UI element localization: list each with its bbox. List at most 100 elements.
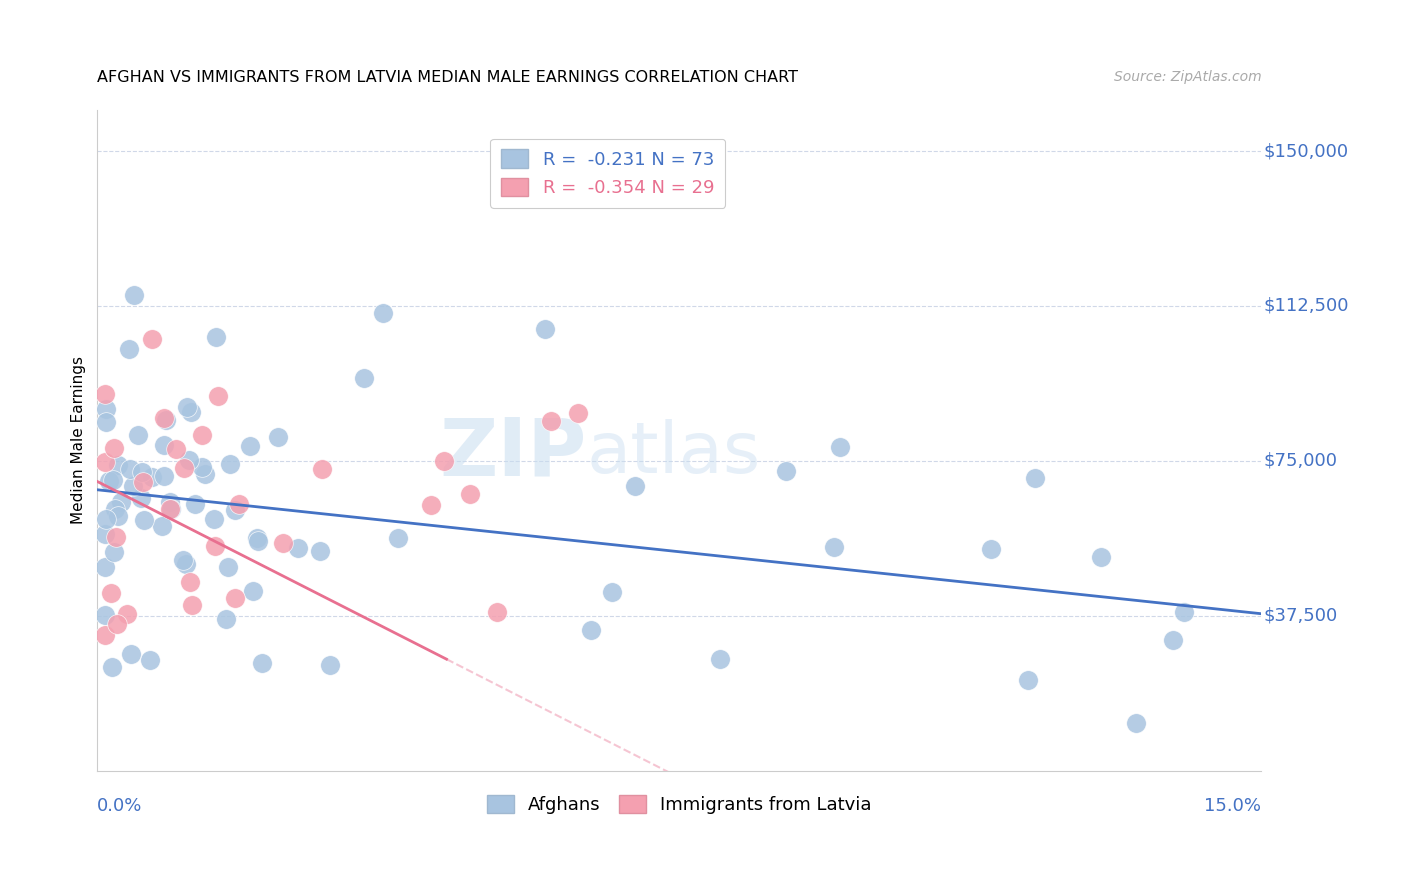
Point bbox=[709, 651, 731, 665]
Point bbox=[1024, 470, 1046, 484]
Point bbox=[1090, 550, 1112, 565]
Point bbox=[1125, 716, 1147, 731]
Point bbox=[150, 519, 173, 533]
Point bbox=[94, 454, 117, 468]
Point bbox=[980, 542, 1002, 557]
Y-axis label: Median Male Earnings: Median Male Earnings bbox=[72, 356, 86, 524]
Point bbox=[319, 658, 342, 673]
Point bbox=[153, 469, 176, 483]
Point bbox=[267, 430, 290, 444]
Point bbox=[1161, 633, 1184, 648]
Point bbox=[139, 653, 162, 667]
Point bbox=[101, 473, 124, 487]
Point bbox=[246, 534, 269, 549]
Point bbox=[207, 389, 229, 403]
Point bbox=[94, 401, 117, 416]
Point bbox=[1017, 673, 1039, 688]
Point bbox=[191, 427, 214, 442]
Point bbox=[97, 474, 120, 488]
Point bbox=[153, 411, 176, 425]
Text: Source: ZipAtlas.com: Source: ZipAtlas.com bbox=[1114, 70, 1261, 84]
Point bbox=[141, 332, 163, 346]
Point bbox=[118, 342, 141, 356]
Point bbox=[184, 497, 207, 511]
Point bbox=[132, 513, 155, 527]
Point bbox=[127, 428, 149, 442]
Point bbox=[533, 322, 555, 336]
Point bbox=[94, 559, 117, 574]
Text: 0.0%: 0.0% bbox=[97, 797, 143, 815]
Text: $75,000: $75,000 bbox=[1264, 452, 1337, 470]
Point bbox=[224, 502, 246, 516]
Point bbox=[228, 497, 250, 511]
Point bbox=[460, 487, 482, 501]
Point bbox=[94, 387, 117, 401]
Point bbox=[107, 509, 129, 524]
Point bbox=[202, 512, 225, 526]
Point bbox=[122, 479, 145, 493]
Point bbox=[194, 467, 217, 481]
Text: ZIP: ZIP bbox=[439, 415, 586, 492]
Point bbox=[177, 452, 200, 467]
Point bbox=[110, 495, 132, 509]
Point bbox=[239, 439, 262, 453]
Point bbox=[122, 287, 145, 301]
Point bbox=[94, 608, 117, 623]
Point bbox=[217, 560, 239, 574]
Point bbox=[159, 495, 181, 509]
Point bbox=[287, 541, 309, 555]
Text: $112,500: $112,500 bbox=[1264, 297, 1348, 315]
Point bbox=[432, 454, 454, 468]
Point bbox=[105, 616, 128, 631]
Point bbox=[540, 414, 562, 428]
Point bbox=[107, 458, 129, 473]
Point bbox=[160, 501, 183, 516]
Point bbox=[103, 441, 125, 455]
Point bbox=[159, 502, 181, 516]
Point bbox=[246, 531, 269, 545]
Point bbox=[602, 585, 624, 599]
Point bbox=[172, 553, 194, 567]
Point bbox=[567, 406, 589, 420]
Point bbox=[215, 612, 238, 626]
Point bbox=[174, 557, 197, 571]
Point bbox=[100, 660, 122, 674]
Point bbox=[242, 584, 264, 599]
Point bbox=[104, 530, 127, 544]
Point bbox=[828, 440, 851, 454]
Point bbox=[179, 575, 201, 590]
Point bbox=[100, 586, 122, 600]
Point bbox=[115, 607, 138, 622]
Point bbox=[1173, 605, 1195, 619]
Point bbox=[387, 531, 409, 545]
Point bbox=[131, 465, 153, 479]
Point bbox=[120, 648, 142, 662]
Point bbox=[165, 442, 187, 457]
Point bbox=[96, 512, 118, 526]
Point bbox=[271, 536, 294, 550]
Text: atlas: atlas bbox=[586, 419, 761, 488]
Point bbox=[94, 628, 117, 642]
Point bbox=[141, 470, 163, 484]
Point bbox=[132, 475, 155, 490]
Point bbox=[176, 400, 198, 414]
Point bbox=[353, 371, 375, 385]
Point bbox=[103, 545, 125, 559]
Text: AFGHAN VS IMMIGRANTS FROM LATVIA MEDIAN MALE EARNINGS CORRELATION CHART: AFGHAN VS IMMIGRANTS FROM LATVIA MEDIAN … bbox=[97, 70, 799, 85]
Point bbox=[486, 605, 509, 619]
Point bbox=[579, 624, 602, 638]
Text: 15.0%: 15.0% bbox=[1204, 797, 1261, 815]
Point bbox=[371, 306, 394, 320]
Point bbox=[104, 502, 127, 516]
Point bbox=[181, 598, 204, 612]
Text: $37,500: $37,500 bbox=[1264, 607, 1337, 624]
Point bbox=[173, 460, 195, 475]
Point bbox=[624, 479, 647, 493]
Point bbox=[118, 461, 141, 475]
Point bbox=[311, 462, 333, 476]
Point bbox=[153, 438, 176, 452]
Point bbox=[155, 413, 177, 427]
Point bbox=[180, 405, 202, 419]
Point bbox=[250, 656, 273, 670]
Point bbox=[190, 460, 212, 475]
